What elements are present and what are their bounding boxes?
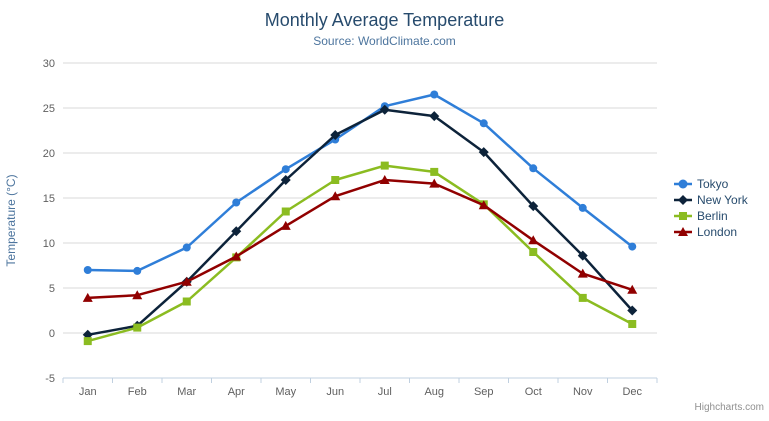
data-point-new-york-dec[interactable]	[627, 305, 638, 316]
data-point-new-york-jun[interactable]	[330, 130, 341, 140]
circle-marker-icon	[674, 179, 692, 189]
data-point-london-mar[interactable]	[181, 276, 192, 286]
data-point-tokyo-may[interactable]	[281, 165, 290, 174]
y-axis-tick-label: 5	[49, 283, 55, 295]
data-point-london-jan[interactable]	[82, 292, 93, 302]
data-point-tokyo-jan[interactable]	[83, 266, 92, 274]
data-point-tokyo-apr[interactable]	[232, 198, 241, 207]
data-point-new-york-oct[interactable]	[528, 201, 539, 212]
data-point-london-may[interactable]	[280, 220, 291, 230]
data-point-tokyo-nov[interactable]	[578, 203, 587, 212]
x-axis-tick-label: Feb	[128, 386, 147, 398]
y-axis-tick-label: 0	[49, 328, 55, 340]
data-point-berlin-mar[interactable]	[182, 297, 191, 306]
export-menu-button[interactable]	[733, 19, 757, 39]
x-axis-tick-label: Oct	[525, 386, 542, 398]
data-point-berlin-feb[interactable]	[133, 323, 142, 332]
data-point-london-dec[interactable]	[627, 284, 638, 294]
data-point-new-york-aug[interactable]	[429, 111, 440, 122]
data-point-new-york-nov[interactable]	[577, 250, 588, 261]
legend-label: London	[697, 225, 738, 239]
legend-label: New York	[697, 193, 748, 207]
data-point-berlin-may[interactable]	[281, 207, 290, 216]
x-axis-tick-label: Jul	[378, 386, 392, 398]
data-point-berlin-jul[interactable]	[380, 161, 389, 170]
y-axis-tick-label: -5	[45, 373, 55, 385]
data-point-berlin-jun[interactable]	[331, 176, 340, 184]
y-axis-tick-label: 25	[43, 103, 55, 115]
legend-item-tokyo[interactable]: Tokyo	[674, 176, 748, 192]
square-marker-icon	[674, 212, 692, 220]
data-point-new-york-jul[interactable]	[379, 104, 390, 115]
data-point-london-aug[interactable]	[429, 178, 440, 188]
data-point-london-oct[interactable]	[528, 235, 539, 245]
series-line-tokyo	[86, 93, 634, 273]
y-axis-title: Temperature (°C)	[4, 174, 18, 266]
data-point-tokyo-aug[interactable]	[430, 90, 439, 99]
data-point-london-nov[interactable]	[577, 268, 588, 278]
series-line-new-york	[86, 108, 634, 337]
chart-title: Monthly Average Temperature	[264, 10, 505, 30]
y-axis-tick-label: 30	[43, 58, 55, 70]
x-axis-tick-label: Nov	[573, 386, 593, 398]
y-axis-tick-label: 10	[43, 238, 55, 250]
y-axis-tick-label: 15	[43, 193, 55, 205]
data-point-tokyo-dec[interactable]	[628, 242, 637, 251]
x-axis-tick-label: Jan	[79, 386, 97, 398]
data-point-berlin-aug[interactable]	[430, 167, 439, 176]
triangle-marker-icon	[674, 227, 692, 236]
data-point-berlin-oct[interactable]	[529, 248, 538, 256]
data-point-london-feb[interactable]	[132, 290, 143, 300]
x-axis-tick-label: Aug	[424, 386, 444, 398]
chart-subtitle: Source: WorldClimate.com	[313, 34, 456, 48]
x-axis-tick-label: Jun	[326, 386, 344, 398]
data-point-berlin-dec[interactable]	[628, 320, 637, 328]
x-axis-tick-label: Apr	[228, 386, 245, 398]
data-point-london-jun[interactable]	[330, 191, 341, 201]
data-point-tokyo-feb[interactable]	[133, 266, 142, 275]
series-line-berlin	[86, 164, 634, 343]
data-point-london-apr[interactable]	[231, 251, 242, 261]
data-point-london-jul[interactable]	[379, 175, 390, 184]
legend-item-berlin[interactable]: Berlin	[674, 208, 748, 224]
chart-legend: Tokyo New York Berlin London	[674, 176, 748, 240]
data-point-london-sep[interactable]	[478, 200, 489, 210]
x-axis-tick-label: Sep	[474, 386, 494, 398]
legend-item-london[interactable]: London	[674, 224, 748, 240]
legend-label: Berlin	[697, 209, 728, 223]
x-axis-tick-label: May	[275, 386, 296, 398]
data-point-new-york-sep[interactable]	[478, 147, 489, 158]
data-point-new-york-may[interactable]	[280, 175, 291, 185]
series-line-london	[86, 178, 634, 300]
legend-item-new-york[interactable]: New York	[674, 192, 748, 208]
data-point-tokyo-mar[interactable]	[182, 243, 191, 252]
data-point-berlin-nov[interactable]	[578, 293, 587, 302]
data-point-berlin-jan[interactable]	[83, 337, 92, 346]
data-point-new-york-apr[interactable]	[231, 226, 242, 237]
data-point-tokyo-sep[interactable]	[479, 119, 488, 128]
highcharts-credit-link[interactable]: Highcharts.com	[694, 402, 764, 413]
y-axis-tick-label: 20	[43, 148, 55, 160]
diamond-marker-icon	[674, 195, 692, 205]
legend-label: Tokyo	[697, 177, 729, 191]
data-point-tokyo-oct[interactable]	[529, 164, 538, 173]
x-axis-tick-label: Mar	[177, 386, 196, 398]
x-axis-tick-label: Dec	[622, 386, 642, 398]
